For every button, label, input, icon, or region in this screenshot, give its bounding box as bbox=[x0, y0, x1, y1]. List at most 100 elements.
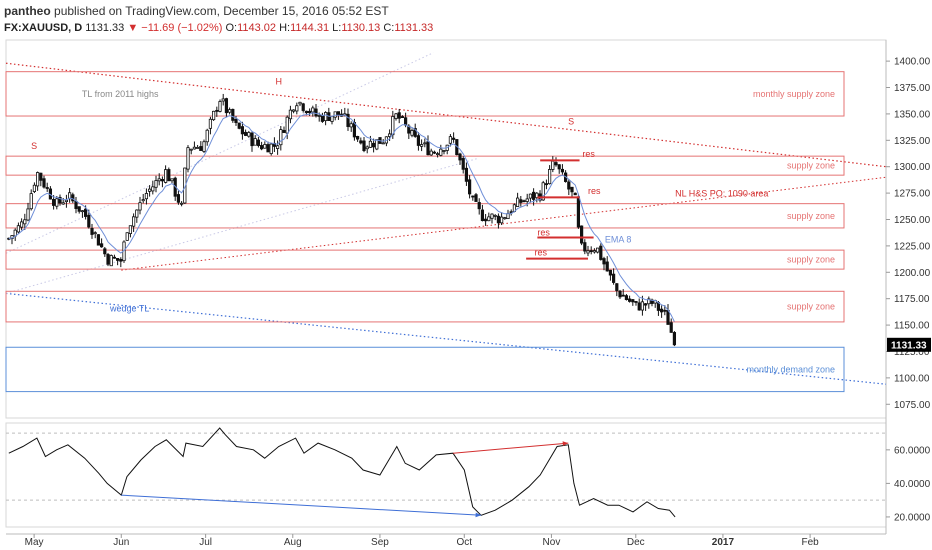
demand-zone bbox=[5, 346, 845, 393]
zone-label: monthly demand zone bbox=[746, 364, 835, 374]
candle-body bbox=[532, 191, 536, 200]
candle-body bbox=[295, 105, 299, 112]
time-tick-label: 2017 bbox=[712, 537, 735, 548]
candle-body bbox=[266, 144, 270, 153]
candle-body bbox=[496, 215, 501, 224]
left-shoulder-label: S bbox=[31, 141, 37, 151]
candle-body bbox=[77, 206, 81, 212]
candle-body bbox=[29, 193, 33, 210]
candle-body bbox=[672, 332, 677, 346]
candle-body bbox=[464, 167, 469, 182]
candle-body bbox=[605, 261, 609, 272]
candle-body bbox=[436, 153, 440, 156]
candle-body bbox=[567, 181, 571, 190]
candle-body bbox=[84, 208, 88, 217]
candle-body bbox=[346, 113, 350, 127]
candle-body bbox=[176, 194, 181, 203]
candle-body bbox=[160, 178, 165, 182]
candle-body bbox=[244, 131, 248, 136]
candle-body bbox=[644, 303, 648, 306]
author-name[interactable]: pantheo bbox=[4, 4, 51, 18]
time-tick-label: May bbox=[25, 537, 44, 548]
bullish-divergence-arrow bbox=[121, 494, 482, 516]
wedge-trend-line bbox=[5, 292, 887, 385]
candle-body bbox=[269, 143, 273, 155]
candle-body bbox=[381, 142, 385, 145]
candle-body bbox=[624, 295, 629, 300]
candle-body bbox=[535, 192, 539, 199]
time-tick-label: Nov bbox=[543, 537, 561, 548]
candle-body bbox=[471, 195, 475, 198]
candle-body bbox=[170, 178, 174, 182]
candle-body bbox=[330, 116, 334, 122]
candle-body bbox=[599, 245, 603, 260]
candle-body bbox=[240, 126, 245, 135]
candle-body bbox=[23, 219, 27, 225]
candle-body bbox=[336, 111, 341, 116]
price-tick-label: 1125.00 bbox=[894, 347, 930, 358]
candle-body bbox=[359, 140, 363, 144]
candle-body bbox=[80, 210, 85, 213]
open-label: O: bbox=[225, 22, 238, 34]
candle-body bbox=[618, 290, 622, 298]
res-label: res bbox=[582, 149, 595, 159]
osc-tick-label: 60.0000 bbox=[894, 445, 931, 456]
candle-body bbox=[301, 103, 305, 111]
candle-body bbox=[420, 144, 424, 147]
zone-label: supply zone bbox=[787, 255, 835, 265]
ema-8-label: EMA 8 bbox=[605, 235, 632, 245]
candle-body bbox=[660, 308, 664, 313]
candle-body bbox=[116, 258, 120, 261]
chart-header: pantheo published on TradingView.com, De… bbox=[4, 3, 904, 36]
publish-info: published on TradingView.com, December 1… bbox=[54, 4, 389, 18]
time-tick-label: Sep bbox=[371, 537, 389, 548]
wedge-tl-label: wedge TL bbox=[109, 303, 149, 313]
candle-body bbox=[167, 169, 171, 182]
candle-body bbox=[394, 113, 398, 119]
candle-body bbox=[400, 116, 405, 119]
candle-body bbox=[20, 221, 24, 228]
candle-body bbox=[154, 180, 158, 188]
candle-body bbox=[135, 209, 139, 218]
candle-body bbox=[189, 148, 193, 151]
candle-body bbox=[112, 256, 117, 259]
time-tick-label: Feb bbox=[801, 537, 819, 548]
candle-body bbox=[16, 225, 21, 233]
candle-body bbox=[621, 294, 625, 297]
candle-body bbox=[628, 298, 632, 302]
candle-body bbox=[196, 147, 200, 149]
candle-body bbox=[548, 169, 552, 185]
candle-body bbox=[320, 115, 325, 122]
time-tick-label: Oct bbox=[456, 537, 472, 548]
symbol-label[interactable]: FX:XAUUSD, D bbox=[4, 22, 83, 34]
candle-body bbox=[484, 218, 488, 222]
candle-body bbox=[109, 255, 113, 267]
candle-body bbox=[416, 135, 421, 146]
candle-body bbox=[413, 128, 417, 137]
candle-body bbox=[528, 193, 533, 199]
candle-body bbox=[148, 188, 152, 192]
candle-body bbox=[647, 298, 651, 305]
candle-body bbox=[263, 144, 267, 149]
price-tick-label: 1350.00 bbox=[894, 109, 931, 120]
candle-body bbox=[141, 199, 145, 202]
candle-body bbox=[612, 273, 616, 283]
candle-body bbox=[100, 243, 104, 248]
candle-body bbox=[583, 242, 587, 252]
price-tick-label: 1075.00 bbox=[894, 400, 931, 411]
candle-body bbox=[311, 107, 315, 113]
candle-body bbox=[432, 151, 437, 154]
osc-tick-label: 40.0000 bbox=[894, 479, 931, 490]
candle-body bbox=[151, 186, 155, 192]
candle-body bbox=[164, 169, 168, 183]
price-tick-label: 1200.00 bbox=[894, 268, 931, 279]
candle-body bbox=[279, 129, 283, 146]
candle-body bbox=[458, 153, 462, 161]
close-value: 1131.33 bbox=[394, 22, 434, 34]
candle-body bbox=[36, 172, 40, 187]
candle-body bbox=[404, 117, 408, 126]
supply-zone bbox=[5, 155, 845, 176]
candle-body bbox=[71, 194, 75, 202]
candle-body bbox=[522, 200, 526, 203]
